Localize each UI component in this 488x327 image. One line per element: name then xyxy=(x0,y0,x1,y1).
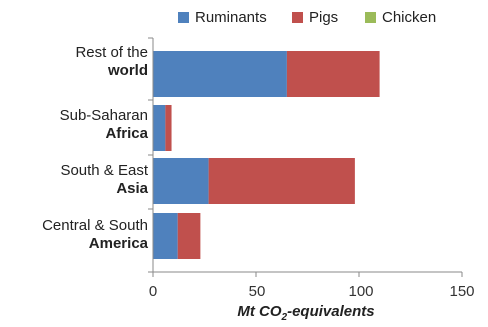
bar-pigs xyxy=(165,105,172,151)
legend-label-pigs: Pigs xyxy=(309,9,339,26)
x-axis-label-suffix: -equivalents xyxy=(287,303,375,320)
category-label-line1: Rest of the xyxy=(75,44,148,61)
x-axis-label-subscript: 2 xyxy=(281,312,288,323)
legend-label-ruminants: Ruminants xyxy=(195,9,267,26)
legend-swatch-pigs xyxy=(292,12,303,23)
bar-ruminants xyxy=(153,105,166,151)
bar-ruminants xyxy=(153,51,287,97)
category-label-line2: world xyxy=(108,62,148,79)
category-label-line2: Asia xyxy=(116,180,148,197)
legend-swatch-chicken xyxy=(365,12,376,23)
x-tick-label: 0 xyxy=(148,283,158,300)
bar-ruminants xyxy=(153,158,209,204)
legend: Ruminants Pigs Chicken xyxy=(0,9,488,29)
category-label: South & East Asia xyxy=(60,162,148,198)
x-tick-label: 50 xyxy=(248,283,266,300)
legend-item-chicken: Chicken xyxy=(365,9,436,26)
legend-item-ruminants: Ruminants xyxy=(178,9,267,26)
category-label-line2: Africa xyxy=(105,125,148,142)
bar-pigs xyxy=(177,213,201,259)
legend-item-pigs: Pigs xyxy=(292,9,338,26)
category-label-line2: America xyxy=(88,235,148,252)
category-label: Sub-Saharan Africa xyxy=(60,107,148,143)
category-label-line1: Central & South xyxy=(42,217,148,234)
x-tick-label: 150 xyxy=(449,283,475,300)
bar-pigs xyxy=(208,158,355,204)
x-axis-label-main: Mt CO xyxy=(237,303,282,320)
category-label-line1: South & East xyxy=(60,162,148,179)
bar-ruminants xyxy=(153,213,178,259)
category-label: Central & South America xyxy=(42,217,148,253)
category-label: Rest of the world xyxy=(75,44,148,80)
legend-swatch-ruminants xyxy=(178,12,189,23)
x-tick-label: 100 xyxy=(348,283,374,300)
x-axis-label: Mt CO2-equivalents xyxy=(0,303,488,323)
bar-pigs xyxy=(286,51,380,97)
category-label-line1: Sub-Saharan xyxy=(59,107,148,124)
legend-label-chicken: Chicken xyxy=(382,9,437,26)
